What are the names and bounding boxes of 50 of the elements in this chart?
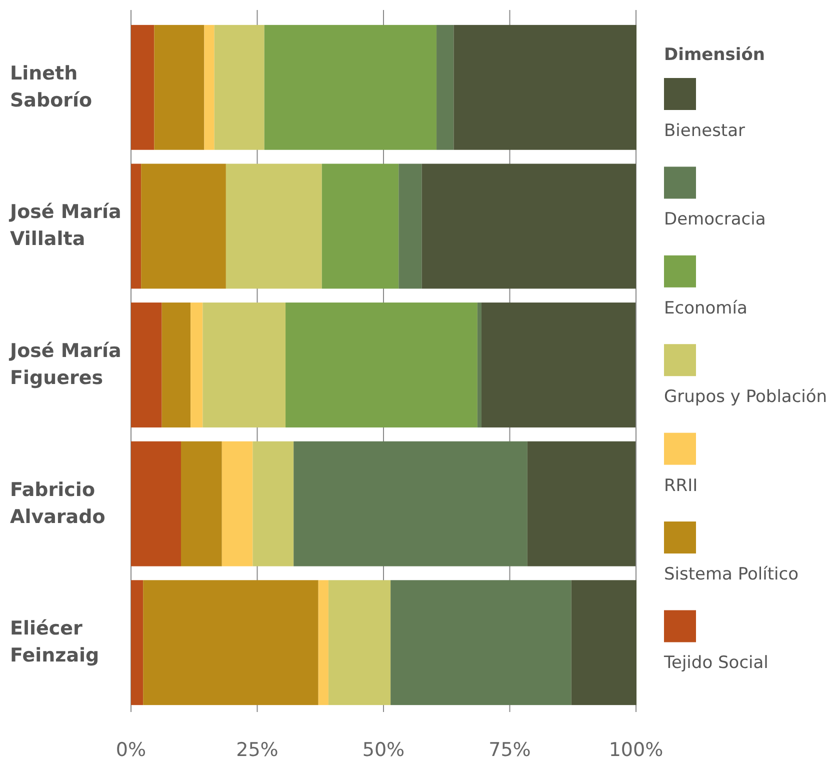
bar <box>154 24 204 150</box>
bar <box>252 441 294 566</box>
x-tick-label: 0% <box>116 739 146 761</box>
bar <box>481 302 636 428</box>
legend-label: Bienestar <box>664 121 746 141</box>
bar <box>477 302 482 428</box>
bar <box>222 441 253 566</box>
y-tick-label: José María Villalta <box>8 201 122 250</box>
bar <box>190 302 203 428</box>
legend-label: RRII <box>664 476 698 496</box>
y-tick-label: Lineth Saborío <box>10 62 92 112</box>
bar <box>322 164 399 289</box>
bar <box>143 580 318 706</box>
bar <box>398 164 422 289</box>
y-tick-label: Fabricio Alvarado <box>10 478 106 528</box>
bar <box>527 441 636 566</box>
legend-label: Sistema Político <box>664 564 799 584</box>
bar <box>318 580 328 706</box>
bar <box>436 24 454 150</box>
y-tick-label: Eliécer Feinzaig <box>10 618 100 667</box>
x-tick-label: 50% <box>362 739 405 761</box>
bar <box>131 441 181 566</box>
x-tick-label: 75% <box>488 739 531 761</box>
legend-label: Economía <box>664 298 748 318</box>
bar <box>571 580 637 706</box>
bar <box>180 441 222 566</box>
legend-label: Grupos y Población <box>664 387 828 408</box>
bar <box>131 164 142 289</box>
x-tick-label: 100% <box>608 739 664 761</box>
bar <box>226 164 322 289</box>
bar <box>286 302 478 428</box>
bar <box>294 441 528 566</box>
bar <box>390 580 572 706</box>
bar <box>328 580 391 706</box>
bar <box>141 164 226 289</box>
legend-title: Dimensión <box>664 45 766 65</box>
legend-label: Tejido Social <box>663 653 768 674</box>
bar <box>454 24 637 150</box>
bar <box>264 24 437 150</box>
bar <box>131 580 144 706</box>
bar <box>131 302 162 428</box>
bar <box>131 24 154 150</box>
bar <box>422 164 636 289</box>
bar <box>162 302 191 428</box>
bar <box>214 24 264 150</box>
bar <box>204 24 214 150</box>
legend-label: Democracia <box>664 210 766 230</box>
x-tick-label: 25% <box>236 739 278 761</box>
bar <box>202 302 286 428</box>
y-tick-label: José María Figueres <box>8 340 122 390</box>
